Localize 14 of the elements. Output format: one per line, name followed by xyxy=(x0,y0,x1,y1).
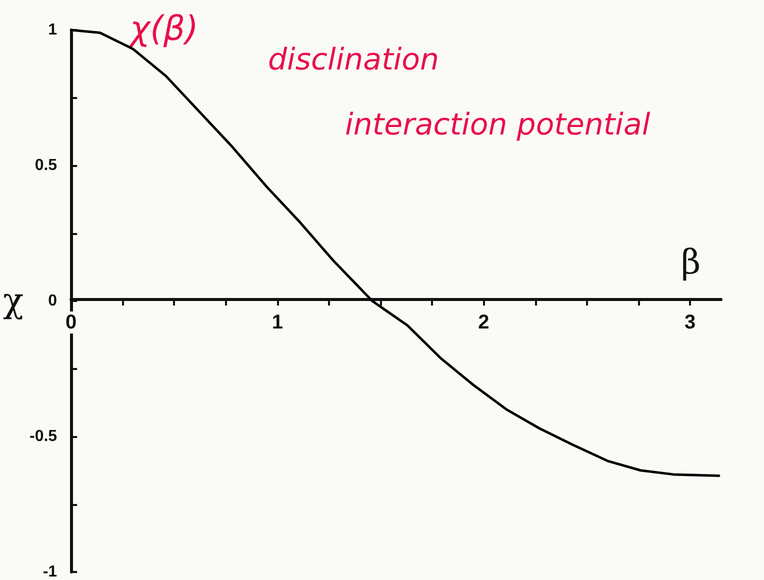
y-tick-label: -1 xyxy=(42,564,58,580)
x-axis-title: β xyxy=(681,242,701,282)
y-tick-label: 0 xyxy=(48,292,58,310)
x-tick-label: 2 xyxy=(478,312,490,334)
x-tick-label: 1 xyxy=(272,312,283,334)
x-tick-label: 3 xyxy=(684,312,696,334)
y-tick-label: 0.5 xyxy=(34,157,58,174)
annotation: χ(β) xyxy=(128,9,198,49)
y-tick-label: -0.5 xyxy=(29,428,58,445)
annotation: disclination xyxy=(268,42,440,78)
y-axis-title: χ xyxy=(2,281,24,321)
x-tick-label: 0 xyxy=(66,312,77,334)
y-tick-label: 1 xyxy=(48,22,58,38)
annotation: interaction potential xyxy=(345,108,651,142)
